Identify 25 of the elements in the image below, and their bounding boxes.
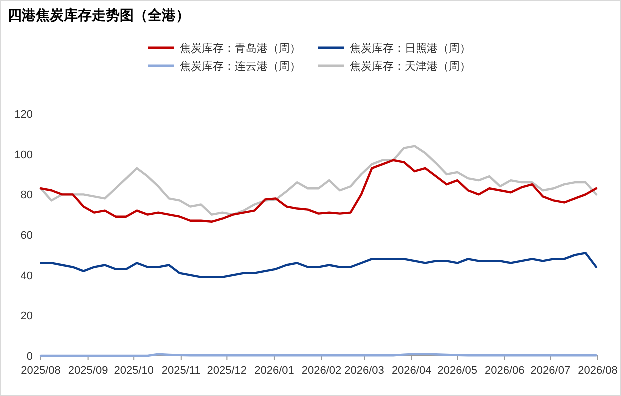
x-tick-label: 2025/12: [207, 365, 248, 377]
y-tick-label: 80: [20, 190, 33, 202]
legend-label: 焦炭库存：日照港（周）: [350, 42, 471, 55]
title: 四港焦炭库存走势图（全港）: [8, 8, 190, 24]
legend-label: 焦炭库存：连云港（周）: [180, 60, 301, 73]
x-tick-label: 2025/09: [68, 365, 108, 377]
y-tick-label: 20: [20, 310, 33, 323]
x-tick-label: 2026/02: [302, 365, 342, 377]
legend-label: 焦炭库存：青岛港（周）: [180, 42, 301, 55]
x-tick-label: 2026/03: [344, 365, 384, 377]
x-tick-label: 2025/11: [162, 365, 201, 377]
y-tick-label: 0: [26, 351, 33, 363]
y-tick-label: 40: [20, 270, 33, 282]
legend-label: 焦炭库存：天津港（周）: [350, 60, 471, 73]
x-tick-label: 2026/08: [578, 365, 618, 377]
x-tick-label: 2025/10: [114, 365, 154, 377]
y-tick-label: 120: [14, 109, 33, 121]
y-tick-label: 60: [20, 230, 33, 242]
y-tick-label: 100: [14, 149, 33, 162]
x-tick-label: 2025/08: [21, 365, 61, 377]
x-tick-label: 2026/07: [530, 365, 571, 377]
x-tick-label: 2026/05: [438, 365, 478, 377]
x-tick-label: 2026/04: [392, 365, 432, 377]
x-tick-label: 2026/06: [485, 365, 525, 377]
x-tick-label: 2026/01: [254, 365, 294, 377]
